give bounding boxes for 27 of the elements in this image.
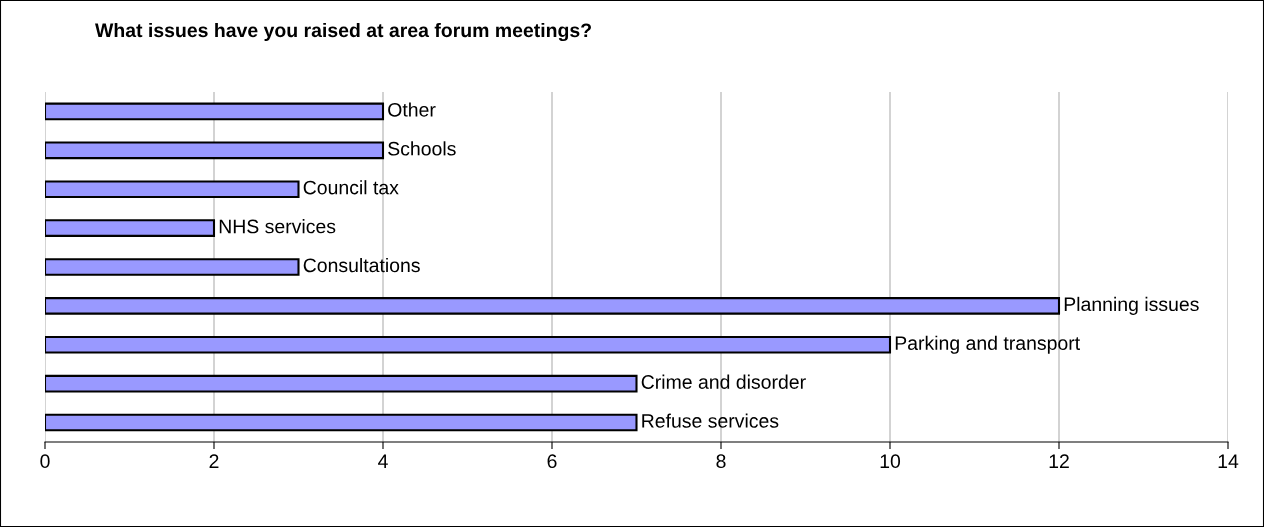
bar [45,180,300,199]
bar [45,258,300,276]
y-tick-label: NHS services [219,219,336,234]
bar [45,297,1061,315]
chart-title: What issues have you raised at area forum meetings? [95,22,591,42]
x-tick-label: 12 [1049,454,1069,468]
x-tick-label: 0 [40,454,50,469]
bar [45,219,216,237]
y-tick-label: Crime and disorder [641,374,806,389]
x-tick-label: 4 [378,454,388,468]
y-tick-label: Consultations [303,257,420,273]
x-tick-label: 10 [880,454,901,469]
y-tick-label: Parking and transport [895,335,1080,354]
bar [45,102,385,121]
bar [45,141,385,160]
x-tick-label: 8 [716,454,726,469]
y-tick-label: Refuse services [642,413,779,428]
bar [45,335,892,354]
y-tick-label: Schools [388,141,456,156]
x-tick-label: 6 [547,454,557,469]
y-tick-label: Council tax [303,180,399,195]
x-tick-label: 14 [1218,454,1239,468]
bar [45,413,638,432]
y-tick-label: Other [388,102,436,117]
x-tick-label: 2 [209,454,219,468]
y-tick-label: Planning issues [1064,296,1199,315]
bar [45,374,638,393]
